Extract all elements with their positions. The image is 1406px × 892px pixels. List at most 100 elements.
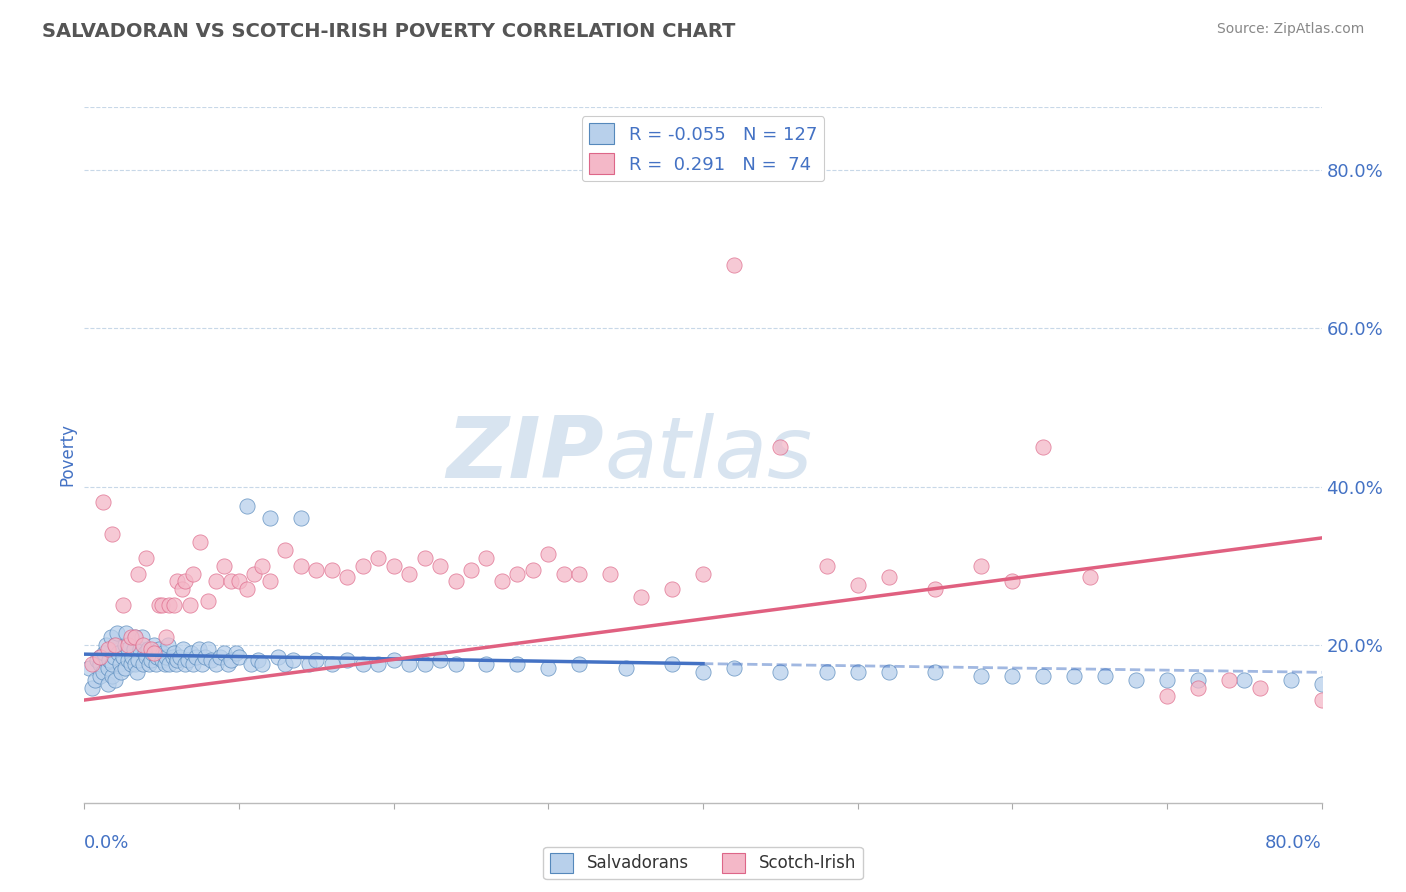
Point	[1001, 574, 1024, 589]
Point	[1310, 677, 1333, 691]
Point	[117, 638, 139, 652]
Point	[145, 657, 167, 672]
Point	[197, 641, 219, 656]
Point	[522, 563, 544, 577]
Point	[460, 563, 482, 577]
Point	[177, 653, 200, 667]
Point	[769, 665, 792, 680]
Point	[1372, 673, 1395, 688]
Point	[1032, 440, 1054, 454]
Point	[815, 665, 838, 680]
Point	[134, 646, 156, 660]
Point	[174, 574, 197, 589]
Point	[877, 665, 900, 680]
Point	[367, 657, 389, 672]
Point	[225, 646, 247, 660]
Point	[1310, 693, 1333, 707]
Point	[382, 558, 405, 573]
Point	[141, 646, 163, 660]
Point	[413, 657, 436, 672]
Point	[1032, 669, 1054, 683]
Point	[1156, 673, 1178, 688]
Point	[152, 646, 174, 660]
Point	[139, 653, 162, 667]
Point	[413, 550, 436, 565]
Point	[181, 566, 204, 581]
Point	[112, 649, 135, 664]
Point	[120, 630, 142, 644]
Point	[132, 657, 155, 672]
Point	[180, 646, 202, 660]
Point	[692, 665, 714, 680]
Point	[846, 578, 869, 592]
Point	[188, 534, 212, 549]
Point	[352, 558, 374, 573]
Text: 0.0%: 0.0%	[84, 834, 129, 852]
Point	[259, 511, 281, 525]
Point	[553, 566, 575, 581]
Point	[1156, 689, 1178, 703]
Point	[153, 657, 176, 672]
Point	[197, 594, 219, 608]
Point	[165, 657, 187, 672]
Point	[181, 657, 204, 672]
Text: Source: ZipAtlas.com: Source: ZipAtlas.com	[1216, 22, 1364, 37]
Point	[444, 657, 467, 672]
Point	[243, 566, 266, 581]
Point	[124, 630, 146, 644]
Text: ZIP: ZIP	[446, 413, 605, 497]
Point	[187, 641, 209, 656]
Point	[107, 646, 129, 660]
Point	[236, 500, 259, 514]
Point	[129, 641, 152, 656]
Point	[194, 649, 217, 664]
Point	[169, 649, 191, 664]
Point	[537, 661, 560, 675]
Point	[200, 653, 222, 667]
Point	[100, 630, 122, 644]
Point	[209, 649, 232, 664]
Point	[506, 657, 529, 672]
Point	[228, 649, 250, 664]
Point	[159, 598, 181, 612]
Point	[246, 653, 269, 667]
Point	[132, 638, 155, 652]
Point	[104, 673, 127, 688]
Point	[155, 630, 177, 644]
Point	[221, 653, 243, 667]
Point	[135, 550, 157, 565]
Point	[382, 653, 405, 667]
Point	[112, 598, 135, 612]
Point	[105, 625, 128, 640]
Point	[429, 653, 451, 667]
Point	[630, 591, 652, 605]
Point	[846, 665, 869, 680]
Point	[252, 558, 274, 573]
Text: 80.0%: 80.0%	[1265, 834, 1322, 852]
Point	[172, 641, 194, 656]
Point	[121, 649, 143, 664]
Point	[84, 673, 107, 688]
Point	[1078, 570, 1101, 584]
Point	[336, 653, 359, 667]
Point	[122, 641, 145, 656]
Point	[877, 570, 900, 584]
Point	[290, 558, 312, 573]
Point	[661, 657, 683, 672]
Point	[89, 669, 111, 683]
Point	[89, 649, 111, 664]
Text: SALVADORAN VS SCOTCH-IRISH POVERTY CORRELATION CHART: SALVADORAN VS SCOTCH-IRISH POVERTY CORRE…	[42, 22, 735, 41]
Point	[568, 657, 591, 672]
Point	[398, 566, 420, 581]
Point	[91, 495, 114, 509]
Point	[228, 574, 250, 589]
Point	[1001, 669, 1024, 683]
Point	[86, 653, 108, 667]
Point	[924, 665, 946, 680]
Point	[108, 657, 131, 672]
Point	[148, 598, 170, 612]
Point	[298, 657, 321, 672]
Point	[661, 582, 683, 597]
Point	[110, 665, 132, 680]
Point	[221, 574, 243, 589]
